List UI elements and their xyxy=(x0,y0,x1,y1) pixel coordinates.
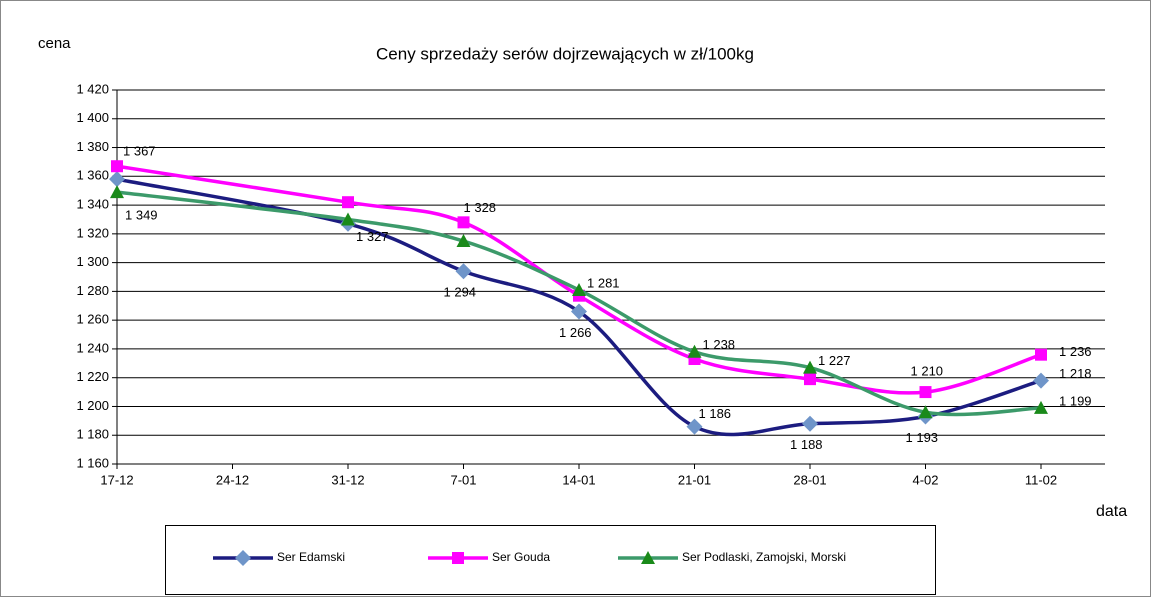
y-tick-label: 1 420 xyxy=(76,81,109,96)
x-tick-label: 17-12 xyxy=(100,472,133,487)
legend-marker xyxy=(452,552,464,564)
x-tick-label: 4-02 xyxy=(912,472,938,487)
y-tick-label: 1 360 xyxy=(76,168,109,183)
data-label: 1 193 xyxy=(906,430,939,445)
x-tick-label: 31-12 xyxy=(331,472,364,487)
legend-label: Ser Gouda xyxy=(492,550,550,564)
data-label: 1 367 xyxy=(123,144,156,159)
data-label: 1 210 xyxy=(911,364,944,379)
y-tick-label: 1 300 xyxy=(76,254,109,269)
y-tick-label: 1 180 xyxy=(76,427,109,442)
data-point xyxy=(457,216,470,229)
data-label: 1 199 xyxy=(1059,393,1092,408)
data-label: 1 238 xyxy=(703,337,736,352)
y-tick-label: 1 240 xyxy=(76,340,109,355)
data-point xyxy=(919,386,932,399)
data-point xyxy=(1035,348,1047,361)
legend-marker xyxy=(641,551,655,564)
series-line xyxy=(116,190,1042,417)
data-point xyxy=(1033,372,1049,389)
x-tick-label: 7-01 xyxy=(450,472,476,487)
data-label: 1 281 xyxy=(587,275,620,290)
data-label: 1 186 xyxy=(699,406,732,421)
data-label: 1 218 xyxy=(1059,366,1092,381)
legend-label: Ser Edamski xyxy=(277,550,345,564)
data-point xyxy=(456,234,471,248)
x-axis-label: data xyxy=(1096,503,1127,520)
data-label: 1 349 xyxy=(125,208,158,223)
data-point xyxy=(341,212,355,226)
x-tick-label: 14-01 xyxy=(562,472,595,487)
data-point xyxy=(571,303,587,320)
y-tick-label: 1 200 xyxy=(76,398,109,413)
y-tick-label: 1 260 xyxy=(76,312,109,327)
data-label: 1 188 xyxy=(790,437,823,452)
data-label: 1 328 xyxy=(464,200,497,215)
data-point xyxy=(111,160,123,173)
data-point xyxy=(1034,400,1048,414)
y-tick-label: 1 320 xyxy=(76,225,109,240)
y-tick-label: 1 340 xyxy=(76,197,109,212)
data-label: 1 227 xyxy=(818,353,851,368)
data-point xyxy=(687,344,702,358)
data-point xyxy=(803,360,817,374)
x-tick-label: 28-01 xyxy=(793,472,826,487)
legend-marker xyxy=(235,550,251,566)
data-point xyxy=(802,415,818,432)
legend-box xyxy=(165,525,936,595)
data-label: 1 236 xyxy=(1059,344,1092,359)
y-axis-label: cena xyxy=(38,35,71,52)
data-label: 1 327 xyxy=(356,229,389,244)
x-tick-label: 21-01 xyxy=(678,472,711,487)
data-point xyxy=(918,405,933,419)
data-point xyxy=(110,185,124,199)
data-point xyxy=(572,282,586,296)
legend-label: Ser Podlaski, Zamojski, Morski xyxy=(682,550,846,564)
data-label: 1 266 xyxy=(559,325,592,340)
x-tick-label: 24-12 xyxy=(216,472,249,487)
data-point xyxy=(686,418,703,435)
data-label: 1 294 xyxy=(444,285,477,300)
data-point xyxy=(455,263,472,280)
data-point xyxy=(342,196,354,209)
y-tick-label: 1 160 xyxy=(76,455,109,470)
x-tick-label: 11-02 xyxy=(1025,472,1057,487)
y-tick-label: 1 280 xyxy=(76,283,109,298)
y-tick-label: 1 400 xyxy=(76,110,109,125)
y-tick-label: 1 380 xyxy=(76,139,109,154)
data-point xyxy=(109,171,125,188)
y-tick-label: 1 220 xyxy=(76,369,109,384)
chart-title: Ceny sprzedaży serów dojrzewających w zł… xyxy=(376,44,754,63)
data-point xyxy=(804,373,816,386)
